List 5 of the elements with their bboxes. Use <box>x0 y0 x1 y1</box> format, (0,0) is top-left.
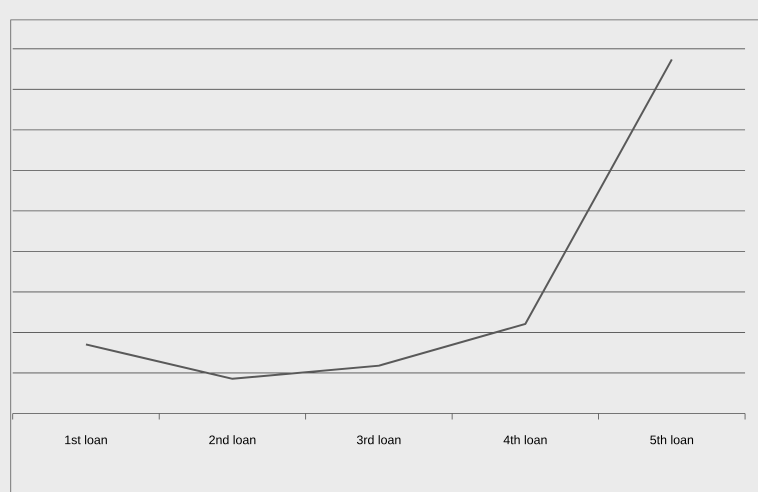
x-tick-label: 3rd loan <box>356 435 400 444</box>
x-tick-label: 5th loan <box>650 435 694 444</box>
x-tick-label: 4th loan <box>504 435 547 444</box>
x-tick-label: 1st loan <box>65 435 107 444</box>
x-tick-label: 2nd loan <box>209 435 256 444</box>
